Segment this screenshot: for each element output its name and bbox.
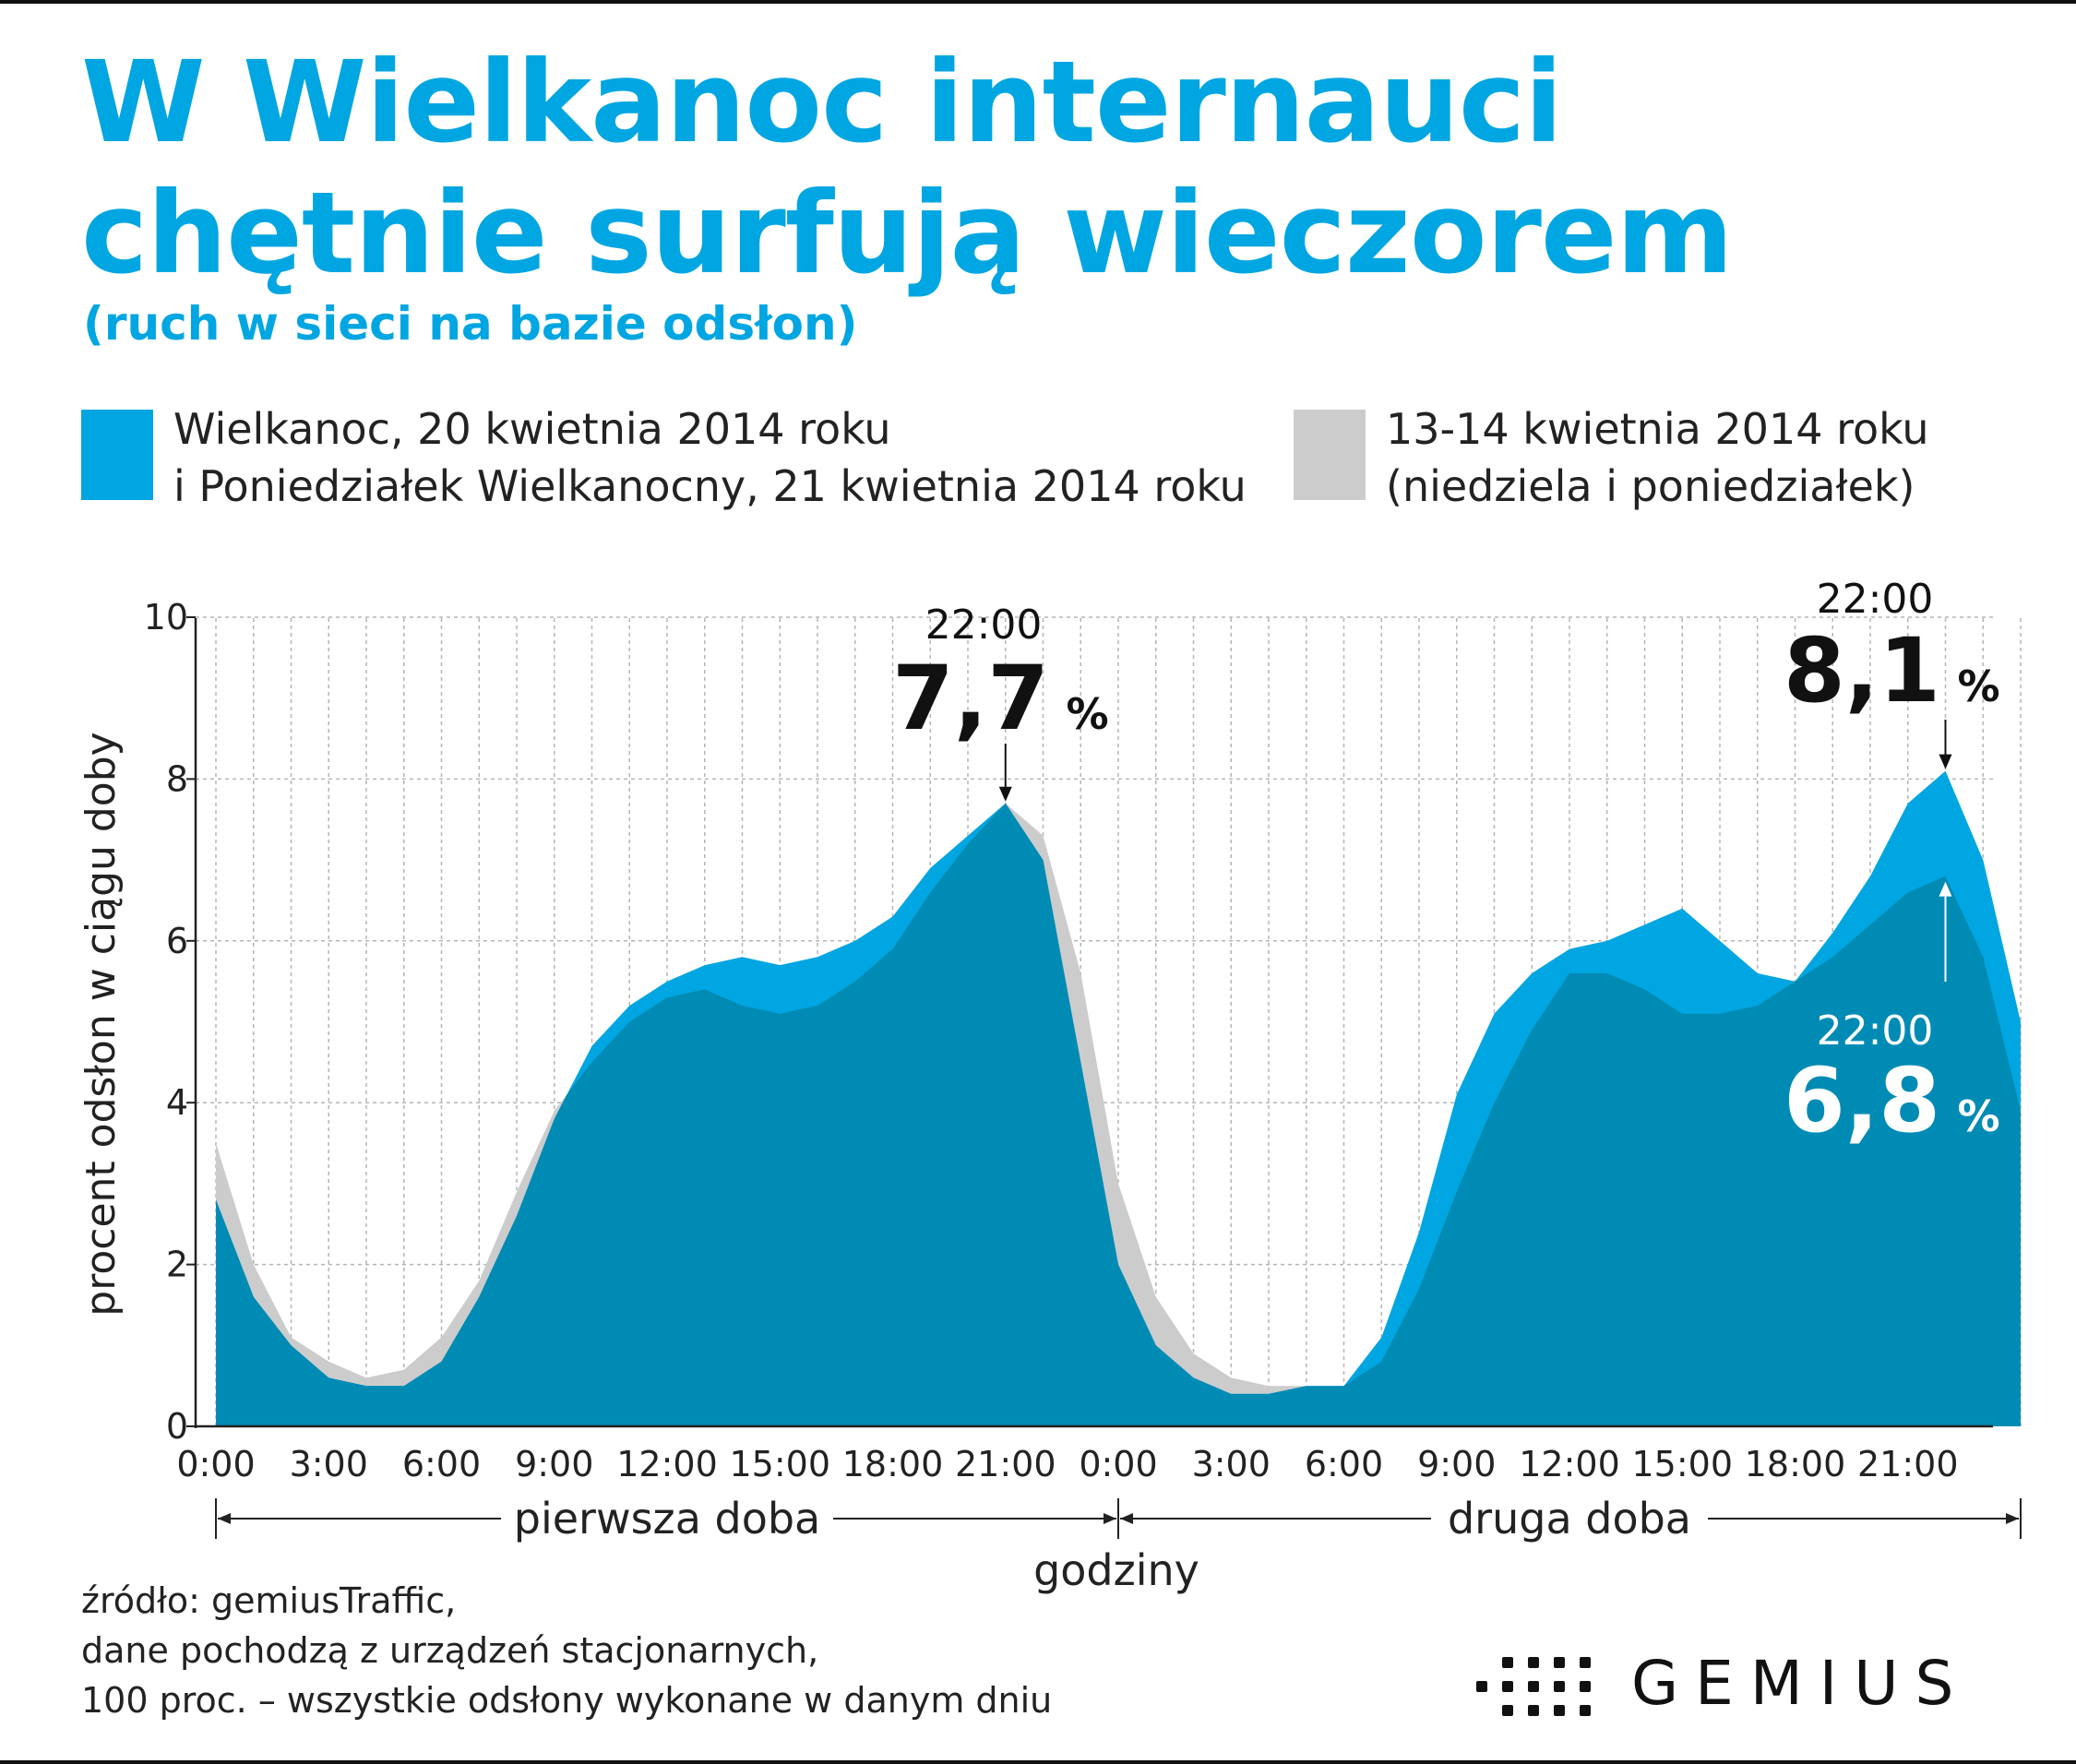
bracket-arrowhead [1120, 1513, 1133, 1524]
annotation-value: 7,7 [892, 647, 1049, 750]
legend-reference-line-2: (niedziela i poniedziałek) [1386, 461, 1915, 511]
y-tick-label: 10 [144, 597, 188, 638]
x-tick-label: 9:00 [515, 1444, 593, 1484]
annotation-unit: % [1958, 1091, 2000, 1141]
x-tick-label: 0:00 [176, 1444, 255, 1484]
legend-label-reference: 13-14 kwietnia 2014 roku (niedziela i po… [1386, 400, 1929, 515]
annotation-unit: % [1067, 689, 1109, 739]
y-tick-label: 8 [166, 758, 188, 799]
annotation-arrowhead [1939, 881, 1952, 897]
legend-easter-line-1: Wielkanoc, 20 kwietnia 2014 roku [173, 404, 891, 454]
day-brackets: pierwsza doba druga doba [215, 1494, 2022, 1544]
day-label-second: druga doba [1448, 1494, 1691, 1544]
title-line-2: chętnie surfują wieczorem [81, 168, 1734, 299]
legend-reference-line-1: 13-14 kwietnia 2014 roku [1386, 404, 1929, 454]
overlap-area [216, 803, 2021, 1426]
x-tick-label: 3:00 [290, 1444, 368, 1484]
x-tick-label: 12:00 [616, 1444, 718, 1484]
x-tick-label: 21:00 [1857, 1444, 1959, 1484]
bottom-border [0, 1760, 2076, 1764]
peak-annotations: 22:007,7 %22:008,1 %22:006,8% [892, 576, 2000, 1152]
bracket-arrowhead [218, 1513, 231, 1524]
x-tick-label: 3:00 [1192, 1444, 1271, 1484]
chart-subtitle: (ruch w sieci na bazie odsłon) [83, 297, 858, 351]
x-tick-label: 15:00 [729, 1444, 830, 1484]
legend-easter-line-2: i Poniedziałek Wielkanocny, 21 kwietnia … [173, 461, 1247, 511]
annotation-time: 22:00 [1817, 1007, 1934, 1055]
top-border [0, 0, 2076, 4]
source-line-3: 100 proc. – wszystkie odsłony wykonane w… [81, 1680, 1053, 1721]
bracket-arrowhead [2006, 1513, 2019, 1524]
annotation-value: 6,8 [1784, 1049, 1940, 1152]
x-tick-label: 9:00 [1417, 1444, 1496, 1484]
y-tick-labels: 0 2 4 6 8 10 [144, 597, 188, 1447]
gemius-dots-icon [1476, 1657, 1594, 1716]
annotation-arrowhead [998, 786, 1012, 802]
x-tick-label: 21:00 [955, 1444, 1056, 1484]
annotation-arrowhead [1939, 754, 1952, 769]
x-tick-label: 15:00 [1631, 1444, 1733, 1484]
legend-swatch-easter [81, 410, 153, 500]
source-line-2: dane pochodzą z urządzeń stacjonarnych, [81, 1630, 819, 1671]
x-tick-labels: 0:00 3:00 6:00 9:00 12:00 15:00 18:00 21:00 0:00… [176, 1444, 1958, 1484]
y-tick-label: 0 [166, 1406, 188, 1447]
area-layer [216, 770, 2021, 1426]
legend-swatch-reference [1294, 410, 1366, 500]
x-tick-label: 6:00 [1305, 1444, 1383, 1484]
chart-title: W Wielkanoc internauci chętnie surfują w… [81, 37, 1734, 299]
title-line-1: W Wielkanoc internauci [81, 37, 1563, 168]
source-note: źródło: gemiusTraffic, dane pochodzą z u… [81, 1576, 1052, 1725]
annotation-unit: % [1958, 662, 2000, 711]
bracket-arrowhead [1104, 1513, 1116, 1524]
x-tick-label: 12:00 [1519, 1444, 1620, 1484]
annotation-time: 22:00 [925, 602, 1043, 649]
x-axis-label: godziny [1033, 1545, 1199, 1595]
x-tick-label: 18:00 [842, 1444, 944, 1484]
annotation-value: 8,1 [1784, 619, 1940, 722]
y-tick-label: 6 [166, 921, 188, 961]
day-label-first: pierwsza doba [514, 1494, 820, 1544]
y-tick-label: 2 [166, 1245, 188, 1285]
source-line-1: źródło: gemiusTraffic, [81, 1580, 457, 1621]
y-tick-label: 4 [166, 1082, 188, 1123]
x-tick-label: 6:00 [402, 1444, 481, 1484]
x-tick-label: 0:00 [1079, 1444, 1157, 1484]
annotation-time: 22:00 [1817, 576, 1934, 623]
legend-label-easter: Wielkanoc, 20 kwietnia 2014 roku i Ponie… [173, 400, 1247, 515]
y-axis-label: procent odsłon w ciągu doby [78, 732, 125, 1316]
gemius-logo: GEMIUS [1476, 1648, 2002, 1720]
gemius-wordmark: GEMIUS [1631, 1648, 1971, 1719]
axes [186, 616, 1993, 1428]
x-tick-label: 18:00 [1745, 1444, 1846, 1484]
